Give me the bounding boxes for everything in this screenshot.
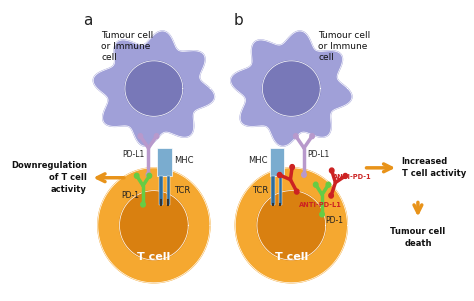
Text: TCR: TCR [252, 186, 268, 195]
Text: ANTI-PD-1: ANTI-PD-1 [333, 174, 372, 180]
Circle shape [310, 134, 314, 139]
Text: T cell: T cell [275, 252, 308, 262]
Text: MHC: MHC [248, 156, 268, 165]
Circle shape [326, 182, 331, 187]
Text: Tumour cell
death: Tumour cell death [390, 227, 446, 248]
Text: PD-1: PD-1 [121, 191, 139, 200]
Text: MHC: MHC [174, 156, 193, 165]
Polygon shape [263, 61, 320, 116]
Text: Tumour cell
or Immune
cell: Tumour cell or Immune cell [319, 31, 371, 62]
Circle shape [294, 189, 299, 194]
Circle shape [273, 157, 282, 167]
Text: T cell: T cell [137, 252, 171, 262]
Text: b: b [234, 13, 244, 28]
Circle shape [141, 202, 145, 207]
Circle shape [290, 165, 294, 169]
Circle shape [160, 157, 169, 167]
Polygon shape [98, 168, 210, 283]
Circle shape [343, 173, 347, 178]
Circle shape [329, 168, 334, 173]
Text: ANTI-PD-L1: ANTI-PD-L1 [299, 202, 341, 207]
Circle shape [293, 134, 298, 139]
Text: PD-1: PD-1 [325, 216, 343, 225]
Bar [279, 176, 283, 206]
Circle shape [320, 212, 324, 217]
Polygon shape [125, 61, 183, 116]
Circle shape [146, 172, 151, 177]
Text: a: a [83, 13, 92, 28]
Circle shape [302, 172, 306, 177]
Bar [157, 148, 172, 176]
Polygon shape [257, 191, 326, 260]
Text: Increased
T cell activity: Increased T cell activity [401, 157, 466, 178]
Circle shape [135, 173, 139, 178]
Text: PD-L1: PD-L1 [308, 150, 330, 159]
Bar [270, 148, 284, 176]
Polygon shape [235, 168, 347, 283]
Circle shape [313, 182, 318, 187]
Text: PD-L1: PD-L1 [123, 150, 145, 159]
Bar [159, 176, 163, 206]
Circle shape [138, 134, 143, 139]
Polygon shape [93, 31, 215, 146]
Circle shape [277, 172, 282, 178]
Polygon shape [119, 191, 188, 260]
Circle shape [329, 193, 333, 198]
Text: Tumour cell
or Immune
cell: Tumour cell or Immune cell [101, 31, 154, 62]
Bar [166, 176, 170, 206]
Text: TCR: TCR [174, 186, 190, 195]
Circle shape [155, 134, 159, 139]
Circle shape [147, 173, 152, 178]
Bar [272, 176, 275, 206]
Polygon shape [231, 31, 352, 146]
Text: Downregulation
of T cell
activity: Downregulation of T cell activity [11, 161, 87, 194]
